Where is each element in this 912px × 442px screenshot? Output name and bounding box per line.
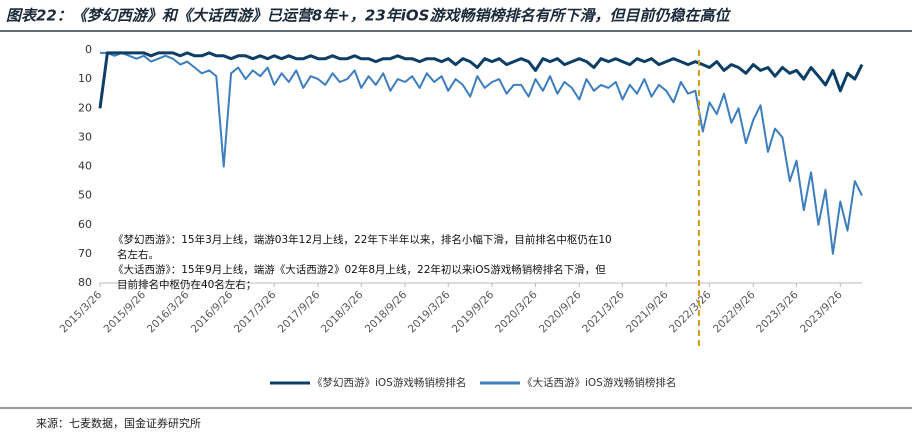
x-tick-label: 2015/3/26 xyxy=(58,289,105,336)
y-tick-label: 30 xyxy=(78,130,92,143)
x-tick-label: 2020/3/26 xyxy=(493,289,540,336)
y-tick-label: 20 xyxy=(78,101,92,114)
x-tick-label: 2023/3/26 xyxy=(754,289,801,336)
y-tick-label: 0 xyxy=(85,43,92,56)
y-tick-label: 60 xyxy=(78,218,92,231)
y-tick-label: 80 xyxy=(78,276,92,289)
x-tick-label: 2021/9/26 xyxy=(624,289,671,336)
x-tick-label: 2018/3/26 xyxy=(319,289,366,336)
series-line xyxy=(98,51,864,109)
x-tick-label: 2016/9/26 xyxy=(189,289,236,336)
x-tick-label: 2022/3/26 xyxy=(667,289,714,336)
legend-label: 《梦幻西游》iOS游戏畅销榜排名 xyxy=(312,376,466,389)
x-tick-label: 2016/3/26 xyxy=(145,289,192,336)
x-tick-label: 2019/3/26 xyxy=(406,289,453,336)
x-tick-label: 2018/9/26 xyxy=(363,289,410,336)
x-tick-label: 2022/9/26 xyxy=(711,289,758,336)
legend-label: 《大话西游》iOS游戏畅销榜排名 xyxy=(522,376,676,389)
annotation: 目前排名中枢仍在40名左右； xyxy=(117,278,256,291)
source: 来源：七麦数据，国金证券研究所 xyxy=(36,416,201,430)
series-line xyxy=(100,51,863,255)
x-tick-label: 2019/9/26 xyxy=(450,289,497,336)
annotation: 《梦幻西游》：15年3月上线，端游03年12月上线，22年下半年以来，排名小幅下… xyxy=(113,233,612,246)
y-tick-label: 40 xyxy=(78,160,92,173)
x-tick-label: 2017/3/26 xyxy=(232,289,279,336)
x-tick-label: 2020/9/26 xyxy=(537,289,584,336)
y-tick-label: 70 xyxy=(78,247,92,260)
annotation: 《大话西游》：15年9月上线，端游《大话西游2》02年8月上线，22年初以来iO… xyxy=(113,263,606,276)
annotation: 名左右。 xyxy=(117,248,159,261)
y-tick-label: 10 xyxy=(78,72,92,85)
y-tick-label: 50 xyxy=(78,189,92,202)
x-tick-label: 2021/3/26 xyxy=(580,289,627,336)
x-tick-label: 2015/9/26 xyxy=(102,289,149,336)
x-tick-label: 2017/9/26 xyxy=(276,289,323,336)
chart-title: 图表22：《梦幻西游》和《大话西游》已运营8年+，23年iOS游戏畅销榜排名有所… xyxy=(6,7,731,25)
x-tick-label: 2023/9/26 xyxy=(798,289,845,336)
